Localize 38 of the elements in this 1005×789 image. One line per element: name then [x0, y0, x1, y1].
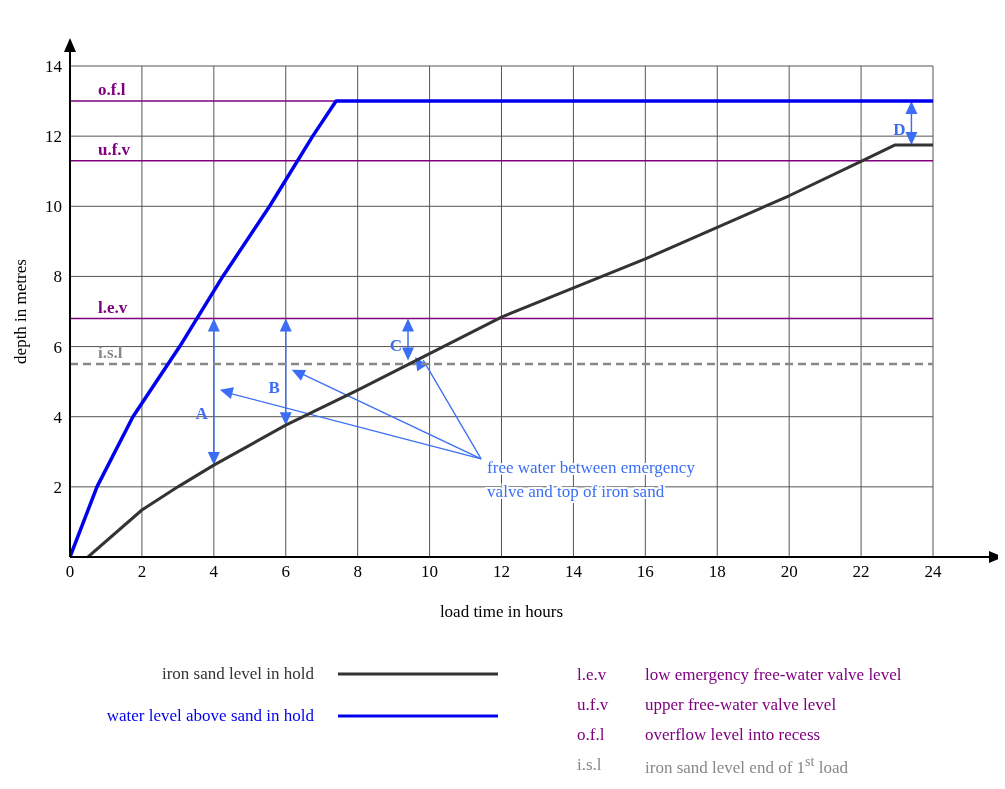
- text: iron sand level in hold: [161, 664, 314, 684]
- ref-line-label: l.e.v: [98, 297, 128, 317]
- ref-line-label: i.s.l: [98, 343, 123, 363]
- y-tick-label: 8: [53, 267, 62, 287]
- text: i.s.l: [577, 755, 602, 774]
- x-tick-label: 0: [65, 562, 75, 582]
- text: l.e.v: [577, 665, 607, 684]
- text: u.f.v: [577, 695, 609, 714]
- y-tick-label: 10: [45, 197, 62, 217]
- x-tick-label: 6: [281, 562, 290, 582]
- y-tick-label: 14: [45, 57, 63, 77]
- ref-line-label: o.f.l: [98, 80, 126, 100]
- y-tick-label: 6: [53, 337, 62, 357]
- x-tick-label: 4: [209, 562, 219, 582]
- y-axis-title: depth in metres: [11, 259, 31, 364]
- annotation: D: [893, 119, 906, 139]
- text: upper free-water valve level: [645, 695, 837, 714]
- x-tick-label: 18: [708, 562, 726, 582]
- x-tick-label: 12: [493, 562, 510, 582]
- text: iron sand level end of 1$^{st}$ load: [645, 752, 849, 777]
- ref-line-label: u.f.v: [98, 139, 131, 159]
- text: water level above sand in hold: [106, 706, 314, 726]
- y-tick-label: 2: [53, 477, 62, 497]
- annotation: B: [268, 377, 280, 397]
- text: low emergency free-water valve level: [645, 665, 902, 684]
- text: overflow level into recess: [645, 725, 821, 744]
- x-tick-label: 16: [636, 562, 654, 582]
- y-tick-label: 12: [45, 127, 62, 147]
- x-tick-label: 8: [353, 562, 362, 582]
- x-tick-label: 20: [780, 562, 798, 582]
- x-tick-label: 14: [564, 562, 583, 582]
- x-tick-label: 22: [852, 562, 870, 582]
- text: o.f.l: [577, 725, 605, 744]
- x-tick-label: 10: [421, 562, 439, 582]
- x-tick-label: 2: [137, 562, 147, 582]
- x-axis-title: load time in hours: [439, 602, 564, 621]
- y-tick-label: 4: [53, 407, 63, 427]
- x-tick-label: 24: [924, 562, 942, 582]
